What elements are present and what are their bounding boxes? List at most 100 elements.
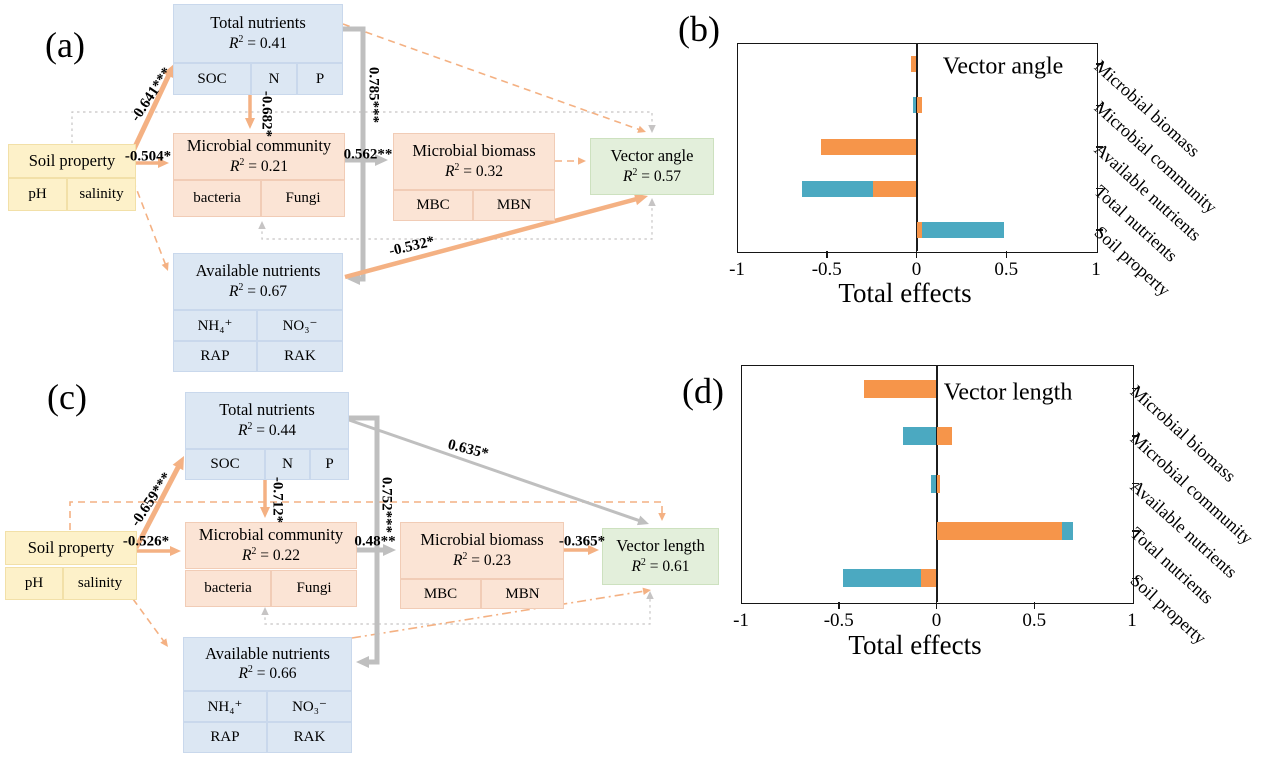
box-title-soil-property: Soil property <box>28 150 116 170</box>
box-microbial-community-c: Microbial community R2 = 0.22 <box>185 522 357 569</box>
xtick-label-d-2: 0 <box>931 610 942 631</box>
sub-box-total-nutrients-c: SOC <box>185 449 265 480</box>
sem-path-a-10 <box>344 195 642 280</box>
x-axis-label-d: Total effects <box>848 630 982 660</box>
sub-box-microbial-biomass-a: MBC <box>393 190 473 221</box>
xtick-d-1 <box>838 602 840 609</box>
path-coefficient-a-1: -0.504* <box>124 148 172 165</box>
xtick-b-1 <box>826 251 828 258</box>
bar-orange-b-3 <box>873 180 917 197</box>
box-title-microbial-community: Microbial community <box>186 136 332 156</box>
arrowhead <box>648 125 656 133</box>
box-microbial-biomass-c: Microbial biomass R2 = 0.23 <box>400 522 564 579</box>
bar-orange-b-2 <box>821 139 917 155</box>
box-r2-available-nutrients: R2 = 0.67 <box>228 281 288 300</box>
sub-box-available-nutrients-a: NH₄⁺ <box>173 310 257 341</box>
x-axis-label-b: Total effects <box>838 278 972 308</box>
sub-box-microbial-biomass-a: MBN <box>473 190 555 221</box>
bar-orange-d-4 <box>920 569 937 588</box>
bar-blue-d-2 <box>930 474 937 493</box>
sem-path-c-3 <box>351 589 647 639</box>
bar-blue-b-1 <box>912 97 917 114</box>
arrowhead <box>633 193 648 206</box>
ytick-b-2 <box>1096 146 1103 148</box>
bar-orange-d-1 <box>936 427 953 446</box>
sub-box-soil-property-c: pH <box>5 567 63 600</box>
box-title-microbial-biomass: Microbial biomass <box>412 141 536 161</box>
xtick-b-2 <box>915 251 918 258</box>
path-coefficient-c-4: 0.48** <box>354 533 396 550</box>
ytick-b-0 <box>1096 63 1103 65</box>
zero-axis-b <box>915 43 918 251</box>
box-r2-microbial-community: R2 = 0.21 <box>229 156 289 175</box>
box-microbial-community-a: Microbial community R2 = 0.21 <box>173 133 345 180</box>
sub-box-microbial-community-a: Fungi <box>261 180 345 217</box>
sub-box-soil-property-a: salinity <box>67 178 136 211</box>
sem-path-a-0 <box>71 111 653 143</box>
xtick-label-d-0: -1 <box>733 610 749 631</box>
arrowhead <box>163 64 174 79</box>
arrowhead <box>160 638 168 647</box>
arrowhead <box>245 118 255 129</box>
box-soil-property-a: Soil property <box>8 144 136 178</box>
xtick-b-3 <box>1005 251 1007 258</box>
box-title-available-nutrients: Available nutrients <box>205 643 330 663</box>
ytick-b-4 <box>1096 229 1103 231</box>
sem-path-c-6 <box>348 418 644 524</box>
sub-box-soil-property-a: pH <box>8 178 67 211</box>
bar-blue-b-3 <box>801 180 874 197</box>
arrowhead <box>637 125 646 133</box>
ytick-d-1 <box>1132 435 1139 437</box>
bar-orange-b-1 <box>916 97 922 114</box>
box-r2-vector-length: R2 = 0.61 <box>631 556 690 575</box>
path-coefficient-a-3: 0.785*** <box>365 66 382 124</box>
ytick-b-3 <box>1096 187 1103 190</box>
box-r2-microbial-biomass: R2 = 0.23 <box>452 550 512 569</box>
box-r2-total-nutrients: R2 = 0.41 <box>228 33 288 52</box>
sub-box-available-nutrients-a: RAP <box>173 341 257 372</box>
panel-label-c: (c) <box>47 377 87 417</box>
sub-box-total-nutrients-c: N <box>265 449 310 480</box>
sub-box-microbial-biomass-c: MBC <box>400 579 481 609</box>
arrowhead <box>261 607 269 615</box>
xtick-label-b-3: 0.5 <box>994 259 1019 280</box>
sub-box-soil-property-c: salinity <box>63 567 137 600</box>
xtick-label-b-0: -1 <box>729 259 745 280</box>
path-coefficient-c-3: 0.752*** <box>378 476 395 534</box>
panel-label-b: (b) <box>678 9 720 49</box>
box-title-soil-property: Soil property <box>27 537 115 557</box>
box-title-vector-angle: Vector angle <box>610 146 694 166</box>
arrowhead <box>260 507 270 518</box>
sem-path-a-4 <box>132 179 168 268</box>
arrowhead <box>161 262 169 271</box>
box-available-nutrients-a: Available nutrients R2 = 0.67 <box>173 253 343 310</box>
path-coefficient-c-1: -0.526* <box>122 533 170 550</box>
box-soil-property-c: Soil property <box>5 531 137 565</box>
arrowhead <box>258 221 266 229</box>
arrowhead <box>170 546 181 556</box>
sub-box-microbial-biomass-c: MBN <box>481 579 564 609</box>
chart-title-b: Vector angle <box>942 53 1064 80</box>
arrowhead <box>642 587 651 595</box>
sub-box-total-nutrients-c: P <box>310 449 349 480</box>
sub-box-microbial-community-c: Fungi <box>271 570 357 607</box>
bar-orange-d-0 <box>864 379 937 398</box>
path-coefficient-a-4: 0.562** <box>343 146 393 163</box>
sem-path-c-4 <box>348 415 380 665</box>
box-title-vector-length: Vector length <box>616 536 705 556</box>
sub-box-available-nutrients-c: RAP <box>183 722 267 753</box>
box-r2-available-nutrients: R2 = 0.66 <box>238 664 297 683</box>
bar-orange-d-2 <box>936 474 941 493</box>
ytick-d-0 <box>1132 387 1139 390</box>
arrowhead <box>646 591 654 599</box>
box-microbial-biomass-a: Microbial biomass R2 = 0.32 <box>393 133 555 190</box>
path-coefficient-c-6: -0.365* <box>558 533 606 550</box>
arrowhead <box>588 545 599 555</box>
plot-area-d <box>741 365 1134 604</box>
box-available-nutrients-c: Available nutrients R2 = 0.66 <box>183 637 352 691</box>
sub-box-available-nutrients-c: NH₄⁺ <box>183 691 267 722</box>
xtick-label-d-4: 1 <box>1127 610 1137 631</box>
xtick-d-2 <box>935 602 938 609</box>
